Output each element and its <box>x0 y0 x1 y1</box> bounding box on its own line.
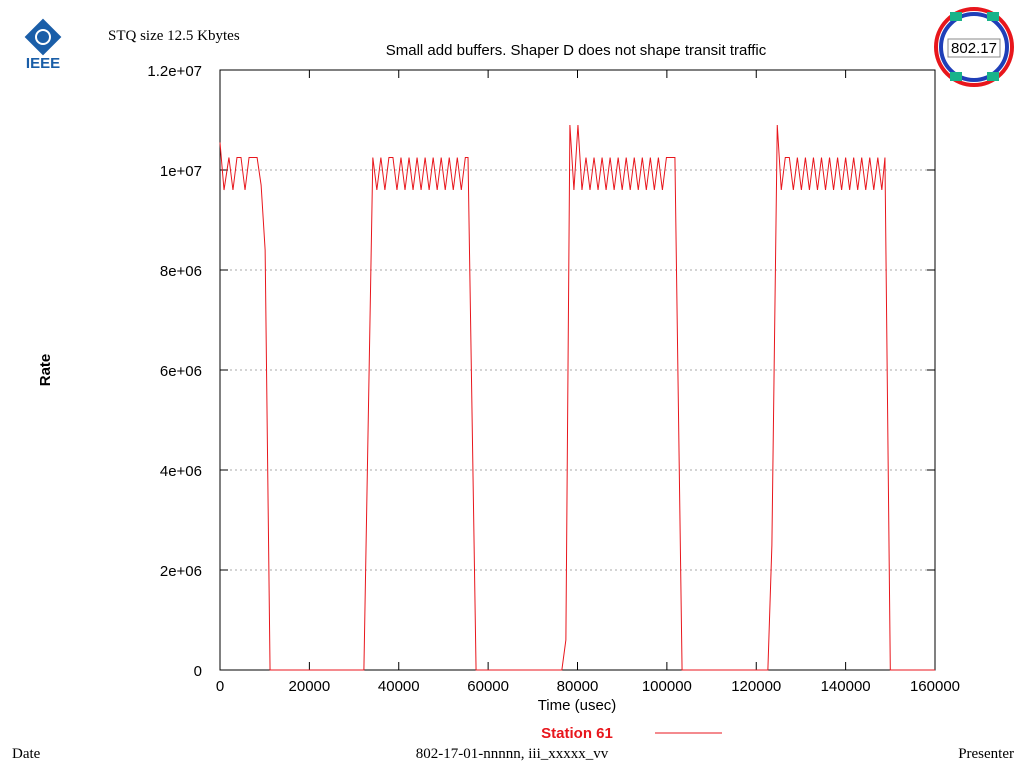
x-tick-label: 60000 <box>467 678 509 695</box>
x-tick-label: 140000 <box>821 678 871 695</box>
y-tick-label: 1e+07 <box>160 163 202 180</box>
ring-node <box>950 72 962 81</box>
y-tick-label: 4e+06 <box>160 463 202 480</box>
ring-label-box <box>947 38 1001 58</box>
ring-logo: 802.17 <box>934 7 1014 87</box>
plot-frame <box>219 69 936 671</box>
chart-title: Small add buffers. Shaper D does not sha… <box>386 42 767 59</box>
footer-center: 802-17-01-nnnnn, iii_xxxxx_vv <box>416 746 609 762</box>
slide-title: STQ size 12.5 Kbytes <box>108 28 240 44</box>
legend-label: Station 61 <box>541 725 613 742</box>
series-line <box>219 124 935 671</box>
footer-right: Presenter <box>958 746 1014 762</box>
footer-left: Date <box>12 746 41 762</box>
x-tick-label: 100000 <box>642 678 692 695</box>
x-tick-label: 160000 <box>910 678 960 695</box>
ieee-logo: IEEE <box>24 18 62 72</box>
ring-label: 802.17 <box>951 40 997 57</box>
logo-text: IEEE <box>26 55 60 72</box>
x-tick-label: 120000 <box>731 678 781 695</box>
ring-outer <box>934 7 1014 87</box>
logo-diamond <box>24 18 62 56</box>
x-tick-label: 20000 <box>289 678 331 695</box>
y-tick-label: 8e+06 <box>160 263 202 280</box>
y-tick-label: 6e+06 <box>160 363 202 380</box>
y-tick-label: 1.2e+07 <box>147 63 202 80</box>
logo-mark <box>35 29 51 45</box>
x-tick-label: 0 <box>216 678 224 695</box>
y-tick-label: 2e+06 <box>160 563 202 580</box>
x-tick-label: 80000 <box>557 678 599 695</box>
ring-node <box>950 12 962 21</box>
y-axis-label: Rate <box>37 354 54 387</box>
ring-inner <box>939 12 1009 82</box>
x-axis-label: Time (usec) <box>538 697 617 714</box>
y-tick-label: 0 <box>194 663 202 680</box>
ring-node <box>987 72 999 81</box>
ring-node <box>987 12 999 21</box>
x-tick-label: 40000 <box>378 678 420 695</box>
